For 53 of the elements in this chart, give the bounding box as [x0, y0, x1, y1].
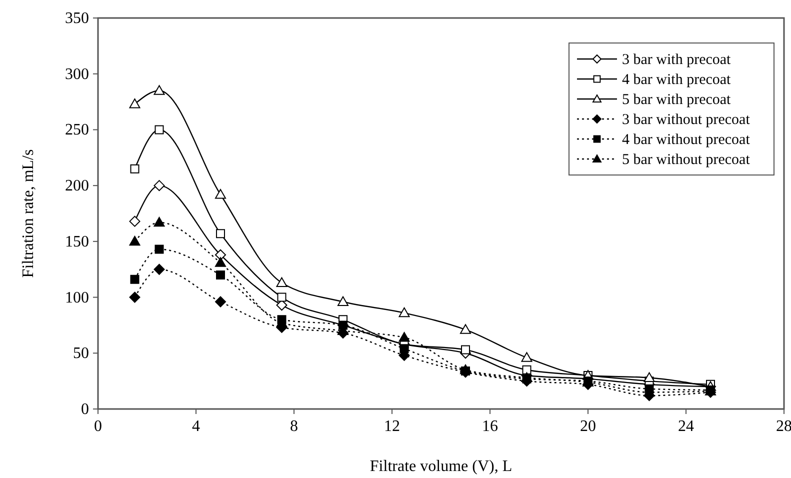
x-tick-label: 24 [678, 418, 694, 435]
point [154, 85, 165, 95]
point [215, 257, 226, 267]
point [129, 292, 140, 303]
x-tick-label: 16 [482, 418, 498, 435]
y-tick-label: 100 [65, 289, 89, 306]
point [215, 249, 226, 260]
x-axis-title: Filtrate volume (V), L [370, 458, 512, 475]
point [215, 189, 226, 199]
y-tick-label: 150 [65, 233, 89, 250]
x-tick-label: 8 [290, 418, 298, 435]
y-tick-label: 250 [65, 122, 89, 139]
point [522, 365, 532, 374]
point [154, 216, 165, 227]
x-tick-label: 20 [580, 418, 596, 435]
point [129, 216, 140, 227]
point [276, 277, 288, 288]
y-axis-title: Filtration rate, mL/s [20, 149, 37, 278]
point [154, 244, 164, 254]
x-tick-label: 0 [94, 418, 102, 435]
legend-label: 5 bar with precoat [622, 92, 732, 108]
x-tick-label: 4 [192, 418, 200, 435]
y-tick-label: 200 [65, 178, 89, 195]
legend-label: 4 bar without precoat [622, 132, 751, 148]
point [277, 292, 286, 302]
y-tick-label: 0 [81, 401, 89, 418]
legend-label: 4 bar with precoat [622, 72, 732, 88]
point [338, 296, 348, 306]
legend-label: 3 bar with precoat [622, 52, 732, 68]
point [216, 229, 225, 238]
y-tick-label: 350 [65, 10, 89, 27]
y-tick-label: 300 [65, 66, 89, 83]
point [215, 296, 226, 308]
point [461, 345, 470, 354]
point [130, 274, 140, 284]
legend-label: 3 bar without precoat [622, 112, 751, 128]
point [460, 364, 471, 374]
point [154, 264, 165, 275]
point [398, 307, 410, 318]
y-tick-label: 50 [73, 345, 89, 362]
point [154, 180, 165, 192]
point [644, 372, 655, 382]
point [398, 332, 410, 342]
point [129, 98, 140, 108]
point [460, 324, 471, 334]
point [129, 236, 140, 246]
point [154, 125, 164, 134]
point [130, 164, 140, 174]
x-tick-label: 12 [384, 418, 400, 435]
point [521, 352, 532, 362]
legend-label: 5 bar without precoat [622, 152, 751, 168]
point [216, 270, 225, 280]
point [400, 344, 409, 354]
